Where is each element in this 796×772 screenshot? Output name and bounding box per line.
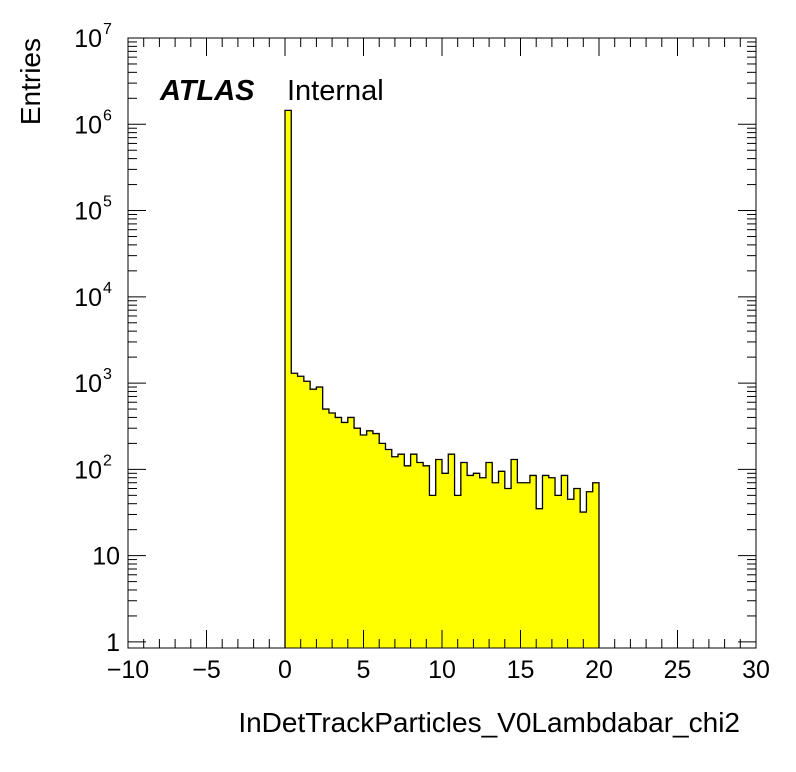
x-tick-label: −5 [192, 656, 221, 684]
y-tick-label: 10 [74, 198, 102, 226]
x-tick-label: 25 [664, 656, 692, 684]
histogram-bin [460, 462, 468, 648]
x-tick-label: 30 [742, 656, 770, 684]
histogram-bin [529, 475, 537, 648]
histogram-bin [542, 475, 550, 648]
y-tick-label: 10 [74, 284, 102, 312]
y-tick-label: 10 [74, 456, 102, 484]
y-tick-exponent: 7 [103, 21, 112, 38]
histogram-bin [354, 428, 361, 648]
histogram-bin [360, 435, 368, 648]
histogram-bin [504, 488, 512, 648]
histogram-bin [435, 459, 443, 648]
histogram-bin [536, 508, 543, 648]
histogram-bin [448, 454, 455, 648]
histogram-bin [303, 381, 311, 648]
histogram-bin [297, 376, 305, 648]
histogram-bin [561, 475, 568, 648]
x-axis-title: InDetTrackParticles_V0Lambdabar_chi2 [238, 707, 740, 738]
y-tick-exponent: 3 [103, 366, 112, 383]
y-tick-label: 1 [106, 629, 120, 657]
histogram-bin [416, 462, 424, 648]
histogram-bin [586, 491, 594, 648]
histogram-bin [310, 389, 317, 648]
histogram-bin [517, 482, 525, 648]
y-tick-exponent: 4 [103, 280, 112, 297]
histogram-bin [548, 477, 556, 648]
y-tick-exponent: 2 [103, 452, 112, 469]
histogram-bin [328, 413, 336, 648]
y-tick-label: 10 [74, 25, 102, 53]
histogram-bin [442, 473, 449, 648]
histogram-bin [473, 473, 481, 648]
x-tick-label: −10 [107, 656, 149, 684]
histogram-bin [385, 449, 393, 648]
x-tick-label: 20 [585, 656, 613, 684]
histogram-bin [391, 456, 399, 648]
histogram-bin [341, 422, 349, 648]
histogram-bin [511, 459, 518, 648]
histogram-bin [366, 430, 374, 648]
y-tick-label: 10 [92, 543, 120, 571]
histogram-bin [316, 387, 324, 648]
histogram-bin [523, 482, 531, 648]
histogram-bin [492, 482, 499, 648]
histogram-bin [580, 512, 587, 648]
histogram-bin [410, 454, 418, 648]
plot-frame [127, 37, 757, 649]
histogram-bin [573, 488, 581, 648]
histogram-bin [479, 477, 487, 648]
y-tick-exponent: 6 [103, 107, 112, 124]
histogram-bin [485, 462, 493, 648]
x-tick-label: 10 [428, 656, 456, 684]
histogram-bin [454, 495, 462, 648]
histogram-bin [379, 443, 386, 648]
histogram-bin [423, 465, 430, 648]
histogram-bin [467, 475, 474, 648]
y-axis-title: Entries [15, 38, 46, 125]
y-tick-exponent: 5 [103, 194, 112, 211]
histogram-bin [404, 465, 411, 648]
histogram-bin [429, 495, 437, 648]
atlas-label: ATLAS [159, 75, 255, 107]
histogram-bin [372, 433, 380, 648]
histogram-bin [567, 499, 575, 648]
x-axis: −10 −5 0 5 10 15 20 25 30 [107, 38, 770, 684]
x-tick-label: 15 [507, 656, 535, 684]
x-tick-label: 5 [357, 656, 371, 684]
histogram-bin [347, 417, 355, 648]
y-tick-label: 10 [74, 370, 102, 398]
histogram-bin [555, 495, 562, 648]
y-tick-label: 10 [74, 111, 102, 139]
histogram-bin [322, 409, 330, 648]
x-tick-label: 0 [278, 656, 292, 684]
histogram-bin [398, 454, 405, 648]
histogram-outline [284, 109, 600, 648]
plot-area [284, 109, 600, 649]
atlas-status-label: Internal [287, 75, 384, 107]
histogram-bin [335, 417, 342, 648]
histogram-bin [498, 471, 506, 648]
histogram-bin [592, 482, 600, 648]
histogram-bin [285, 110, 292, 649]
histogram-bin [291, 373, 298, 648]
